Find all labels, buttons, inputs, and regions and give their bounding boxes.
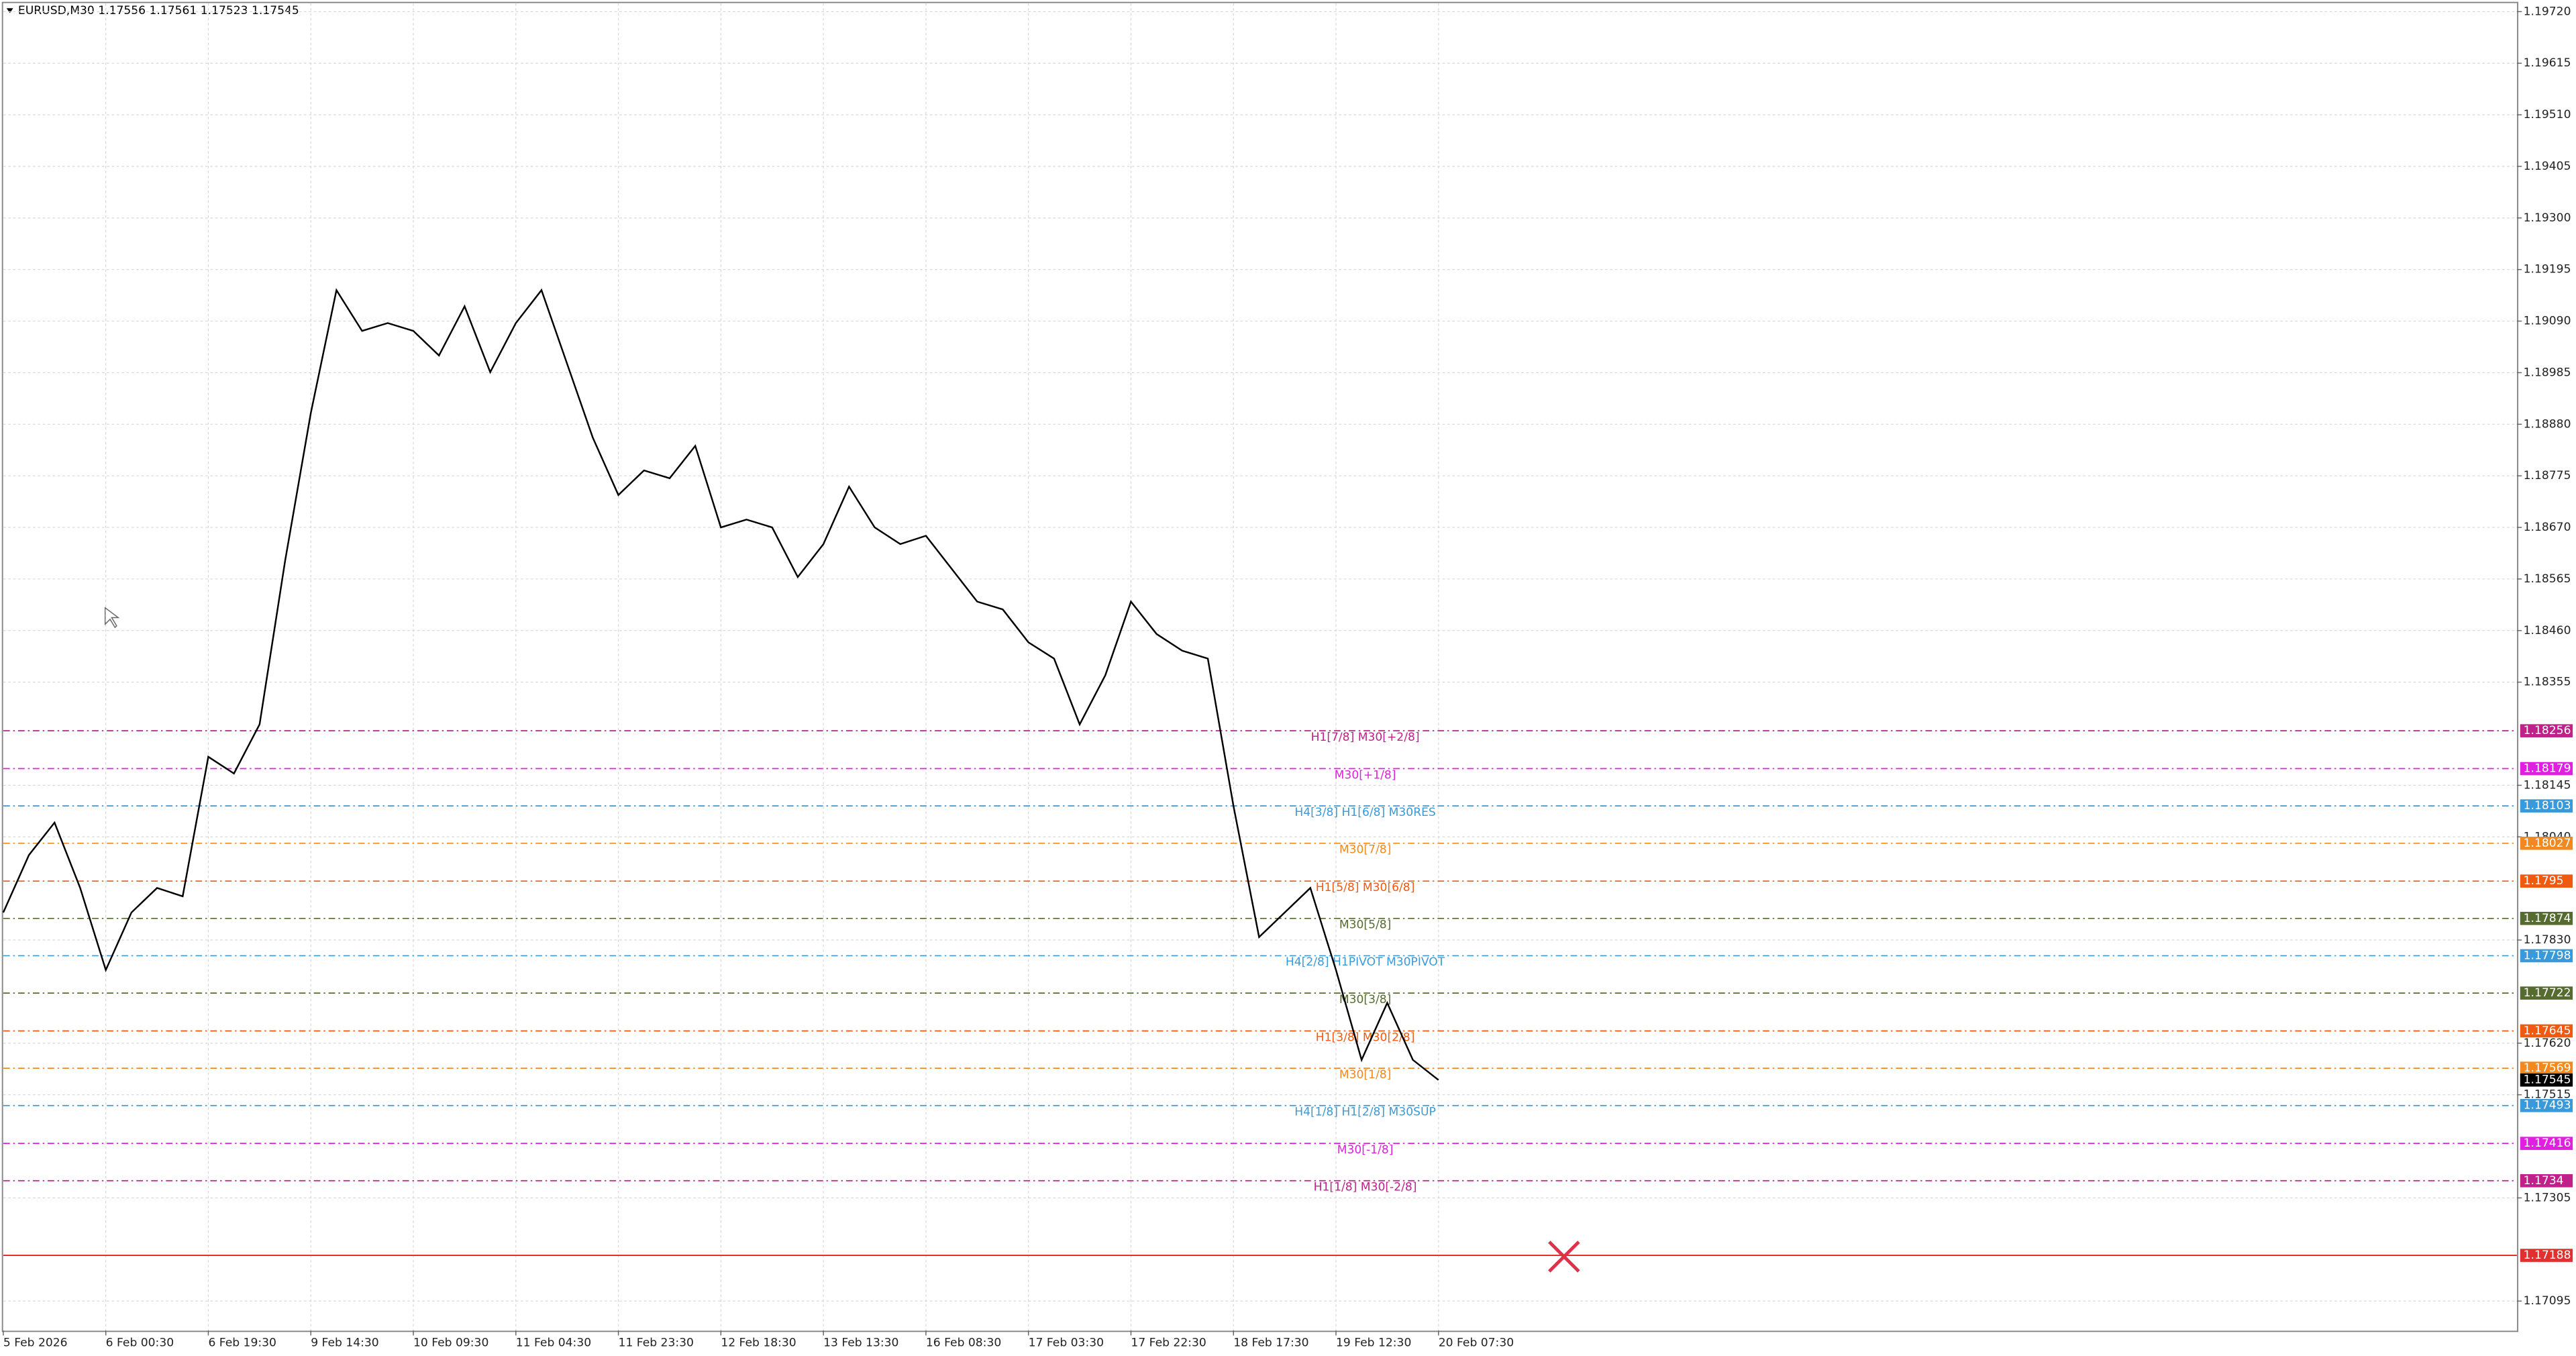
level-label: M30[5/8] — [1339, 919, 1392, 932]
y-tick-label: 1.19615 — [2524, 56, 2571, 70]
y-tick-label: 1.18565 — [2524, 572, 2571, 586]
price-tag — [2520, 1137, 2573, 1150]
level-label: H4[1/8] H1[2/8] M30SUP — [1294, 1106, 1436, 1119]
y-tick-label: 1.17830 — [2524, 933, 2571, 947]
price-tag-label: 1.1734 — [2524, 1174, 2564, 1188]
y-tick-label: 1.17620 — [2524, 1037, 2571, 1050]
price-tag — [2520, 762, 2573, 776]
level-label: H1[1/8] M30[-2/8] — [1314, 1181, 1417, 1194]
mouse-cursor — [104, 607, 120, 629]
level-label: H1[5/8] M30[6/8] — [1316, 881, 1415, 894]
x-tick-label: 12 Feb 18:30 — [721, 1336, 796, 1349]
price-tag-label: 1.18256 — [2524, 724, 2571, 737]
y-tick-label: 1.19195 — [2524, 263, 2571, 276]
x-tick-label: 13 Feb 13:30 — [823, 1336, 898, 1349]
menu-arrow[interactable] — [6, 8, 13, 13]
y-tick-label: 1.18355 — [2524, 676, 2571, 689]
price-tag-label: 1.18103 — [2524, 799, 2571, 813]
level-label: H1[7/8] M30[+2/8] — [1311, 731, 1420, 744]
last-price-tag — [2520, 1073, 2573, 1087]
level-label: M30[7/8] — [1339, 843, 1392, 857]
level-label: M30[1/8] — [1339, 1068, 1392, 1082]
y-tick-label: 1.17515 — [2524, 1088, 2571, 1102]
y-tick-label: 1.18985 — [2524, 366, 2571, 379]
price-tag-label: 1.17874 — [2524, 912, 2571, 925]
close-icon — [1548, 1241, 1580, 1273]
y-tick-label: 1.18670 — [2524, 521, 2571, 534]
price-tag-label: 1.18027 — [2524, 837, 2571, 850]
y-tick-label: 1.19720 — [2524, 5, 2571, 18]
price-tag-label: 1.17569 — [2524, 1061, 2571, 1075]
price-tag-label: 1.17493 — [2524, 1099, 2571, 1112]
x-tick-label: 17 Feb 22:30 — [1131, 1336, 1206, 1349]
last-price-label: 1.17545 — [2524, 1074, 2571, 1087]
x-tick-label: 11 Feb 04:30 — [516, 1336, 591, 1349]
x-tick-label: 19 Feb 12:30 — [1336, 1336, 1411, 1349]
price-tag — [2520, 912, 2573, 925]
y-tick-label: 1.18880 — [2524, 417, 2571, 431]
x-tick-label: 16 Feb 08:30 — [926, 1336, 1001, 1349]
level-label: M30[+1/8] — [1335, 768, 1396, 782]
x-tick-label: 18 Feb 17:30 — [1233, 1336, 1308, 1349]
price-tag-label: 1.17416 — [2524, 1137, 2571, 1150]
price-tag — [2520, 724, 2573, 737]
level-label: H1[3/8] M30[2/8] — [1316, 1031, 1415, 1044]
x-tick-label: 6 Feb 00:30 — [106, 1336, 174, 1349]
y-tick-label: 1.18775 — [2524, 469, 2571, 482]
price-tag — [2520, 874, 2573, 888]
y-tick-label: 1.19510 — [2524, 108, 2571, 121]
level-label: H4[2/8] H1PIVOT M30PIVOT — [1286, 955, 1445, 969]
x-tick-label: 20 Feb 07:30 — [1439, 1336, 1514, 1349]
price-tag — [2520, 1061, 2573, 1075]
price-tag — [2520, 837, 2573, 850]
level-label: H4[3/8] H1[6/8] M30RES — [1294, 806, 1435, 819]
price-tag-label: 1.17722 — [2524, 986, 2571, 1000]
price-tag-label: 1.17645 — [2524, 1024, 2571, 1037]
x-tick-label: 5 Feb 2026 — [3, 1336, 68, 1349]
price-tag-label: 1.1795 — [2524, 874, 2564, 888]
price-tag-label: 1.17798 — [2524, 949, 2571, 962]
price-tag — [2520, 986, 2573, 1000]
x-tick-label: 6 Feb 19:30 — [208, 1336, 276, 1349]
x-tick-label: 10 Feb 09:30 — [413, 1336, 488, 1349]
y-tick-label: 1.19090 — [2524, 315, 2571, 328]
x-tick-label: 11 Feb 23:30 — [619, 1336, 694, 1349]
plot-frame — [1, 1, 2519, 1333]
level-label: M30[-1/8] — [1337, 1143, 1394, 1157]
price-tag — [2520, 1249, 2573, 1262]
price-line — [2, 288, 1439, 1081]
level-label: M30[3/8] — [1339, 993, 1392, 1006]
y-tick-label: 1.17305 — [2524, 1191, 2571, 1204]
price-tag — [2520, 799, 2573, 813]
price-tag — [2520, 949, 2573, 963]
y-tick-label: 1.17095 — [2524, 1294, 2571, 1308]
price-tag — [2520, 1174, 2573, 1188]
price-tag — [2520, 1098, 2573, 1112]
y-tick-label: 1.18145 — [2524, 778, 2571, 792]
x-tick-label: 17 Feb 03:30 — [1029, 1336, 1104, 1349]
y-tick-label: 1.18460 — [2524, 624, 2571, 637]
price-tag-label: 1.18179 — [2524, 762, 2571, 776]
y-tick-label: 1.19405 — [2524, 160, 2571, 173]
chart-title: EURUSD,M30 1.17556 1.17561 1.17523 1.175… — [18, 4, 299, 17]
price-tag-label: 1.17188 — [2524, 1249, 2571, 1262]
x-tick-label: 9 Feb 14:30 — [311, 1336, 378, 1349]
price-tag — [2520, 1024, 2573, 1038]
close-icon-stroke — [1548, 1241, 1580, 1273]
y-tick-label: 1.19300 — [2524, 211, 2571, 225]
